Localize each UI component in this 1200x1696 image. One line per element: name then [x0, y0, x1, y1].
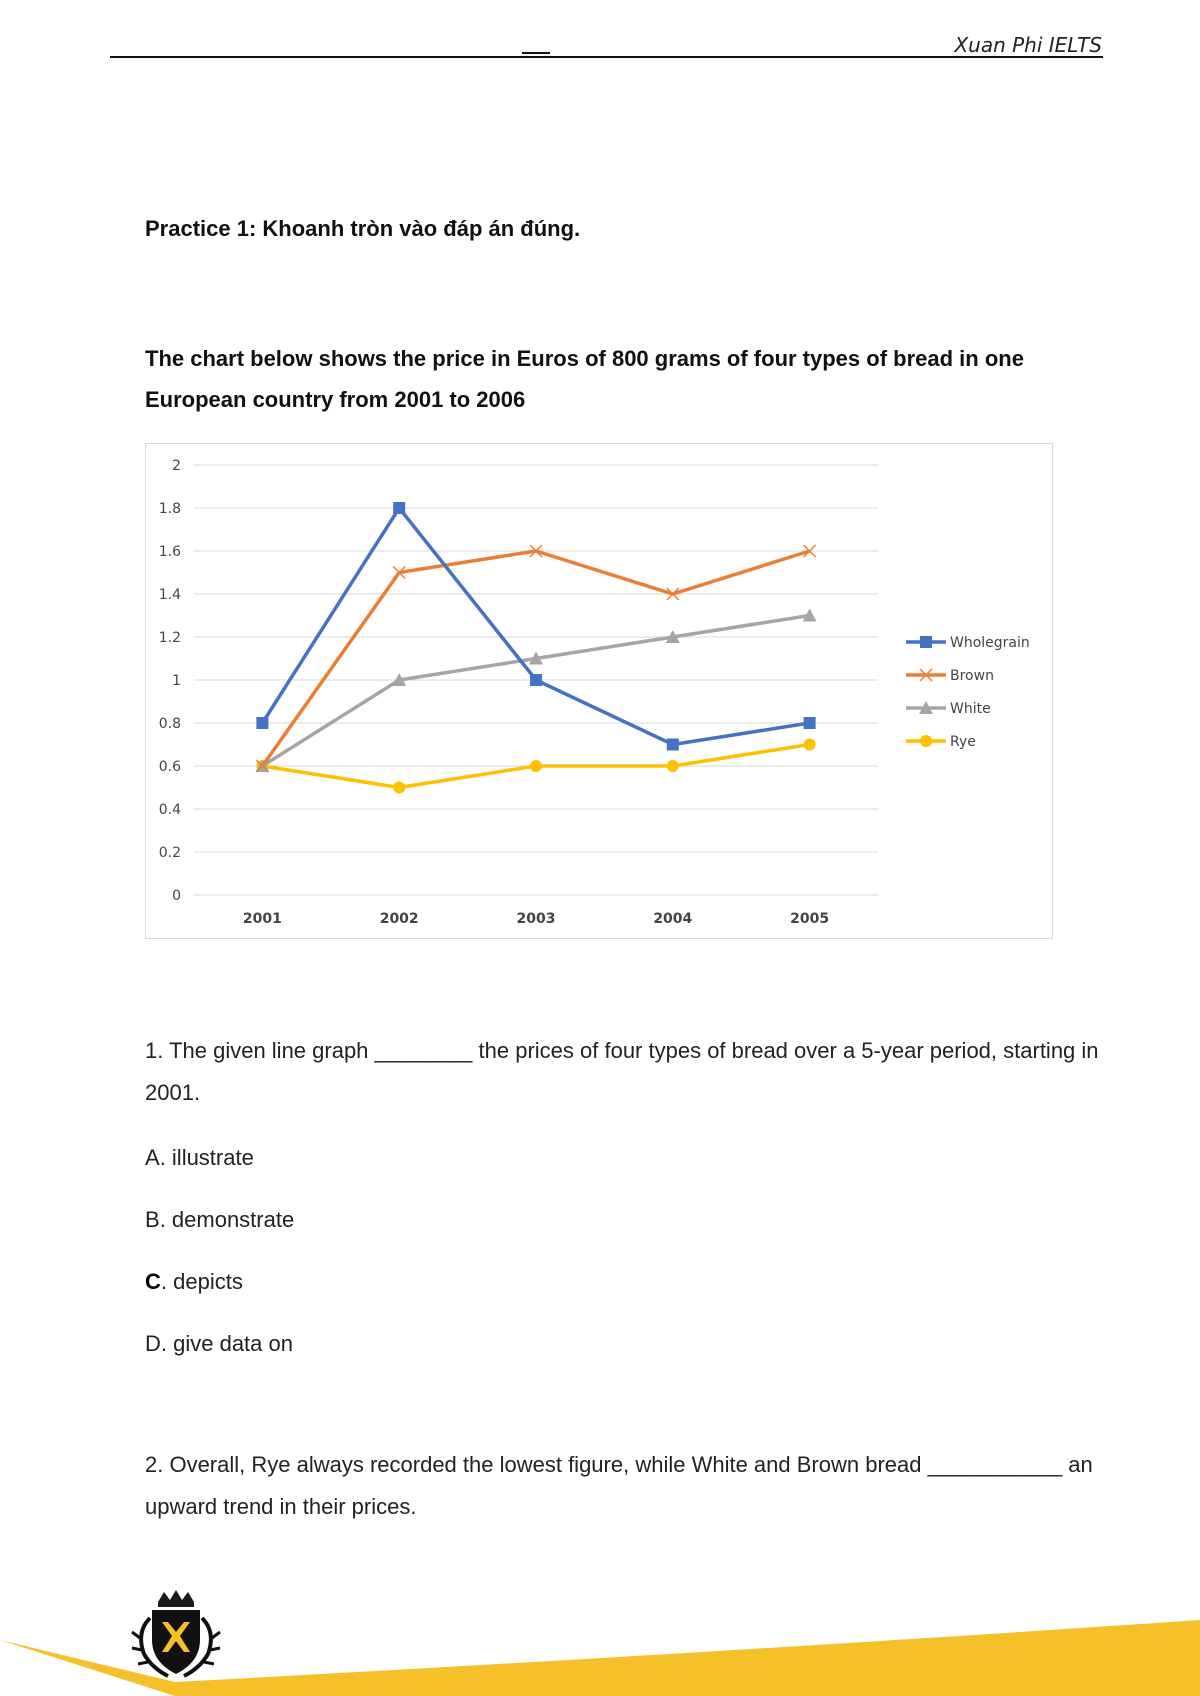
y-tick-label: 1	[172, 673, 181, 689]
legend-label-wholegrain: Wholegrain	[950, 635, 1030, 651]
header-rule	[110, 56, 1103, 58]
option-d-letter: D	[145, 1331, 161, 1356]
line-chart: 0 0.2 0.4 0.6 0.8 1 1.2 1.4 1.6 1.8 2 2001 2002 2003 2…	[159, 458, 1030, 927]
header-rule-mark	[522, 52, 550, 54]
data-point-brown	[392, 565, 406, 580]
data-point-brown	[529, 544, 543, 558]
data-point-rye	[393, 781, 406, 794]
data-point-wholegrain	[393, 502, 406, 514]
legend-marker-wholegrain	[920, 636, 932, 648]
x-tick-label: 2001	[243, 911, 282, 927]
legend-marker-brown	[919, 668, 933, 682]
legend-marker-white	[919, 701, 933, 714]
option-c[interactable]: C. depicts	[145, 1269, 243, 1295]
option-a-letter: A	[145, 1145, 160, 1170]
y-tick-label: 1.2	[159, 630, 181, 646]
data-point-brown	[803, 544, 817, 558]
y-tick-label: 0.6	[159, 759, 181, 775]
practice-title: Practice 1: Khoanh tròn vào đáp án đúng.	[145, 216, 581, 241]
x-tick-label: 2004	[653, 911, 692, 927]
data-point-wholegrain	[666, 738, 679, 751]
question-2: 2. Overall, Rye always recorded the lowe…	[145, 1444, 1105, 1528]
x-tick-label: 2003	[517, 911, 556, 927]
series-line-white	[261, 613, 810, 768]
option-a[interactable]: A. illustrate	[145, 1145, 254, 1171]
data-point-wholegrain	[803, 717, 816, 729]
chart-container: 0 0.2 0.4 0.6 0.8 1 1.2 1.4 1.6 1.8 2 2001 2002 2003 2…	[145, 443, 1053, 939]
question-2-text: 2. Overall, Rye always recorded the lowe…	[145, 1452, 1093, 1519]
option-a-text: . illustrate	[159, 1145, 254, 1170]
data-point-white	[802, 608, 817, 622]
data-point-brown	[255, 759, 269, 773]
legend-label-white: White	[950, 701, 991, 717]
option-b-text: . demonstrate	[159, 1207, 295, 1232]
y-tick-label: 0.8	[159, 716, 181, 732]
data-point-white	[665, 630, 680, 643]
data-point-wholegrain	[256, 717, 269, 729]
legend-label-rye: Rye	[950, 734, 976, 750]
data-point-rye	[666, 760, 679, 772]
data-point-rye	[803, 738, 816, 751]
y-tick-label: 1.8	[159, 501, 181, 517]
option-b-letter: B	[145, 1207, 160, 1232]
y-tick-label: 2	[172, 458, 181, 474]
question-1: 1. The given line graph ________ the pri…	[145, 1030, 1105, 1114]
y-tick-label: 1.4	[159, 587, 181, 603]
footer-accent-band	[0, 1620, 1200, 1696]
chart-intro: The chart below shows the price in Euros…	[145, 346, 1024, 412]
data-point-rye	[530, 760, 542, 772]
option-d-text: . give data on	[160, 1331, 293, 1356]
option-b[interactable]: B. demonstrate	[145, 1207, 294, 1233]
option-c-text: . depicts	[160, 1269, 243, 1294]
x-tick-label: 2002	[380, 911, 419, 927]
y-tick-label: 1.6	[159, 544, 181, 560]
option-d[interactable]: D. give data on	[145, 1331, 293, 1357]
x-tick-label: 2005	[790, 911, 829, 927]
data-point-white	[392, 673, 407, 686]
option-c-letter: C	[145, 1269, 161, 1294]
series-line-wholegrain	[260, 506, 810, 747]
legend-marker-rye	[920, 735, 932, 747]
data-point-white	[529, 651, 543, 665]
crown-x-crest-icon	[131, 1590, 221, 1678]
header-brand: Xuan Phi IELTS	[954, 33, 1102, 57]
y-tick-label: 0.2	[159, 845, 181, 861]
legend-label-brown: Brown	[950, 668, 994, 684]
data-point-wholegrain	[530, 674, 542, 686]
question-1-text: 1. The given line graph ________ the pri…	[145, 1038, 1099, 1105]
y-tick-label: 0	[172, 888, 181, 904]
data-point-brown	[666, 587, 680, 601]
y-tick-label: 0.4	[159, 802, 181, 818]
